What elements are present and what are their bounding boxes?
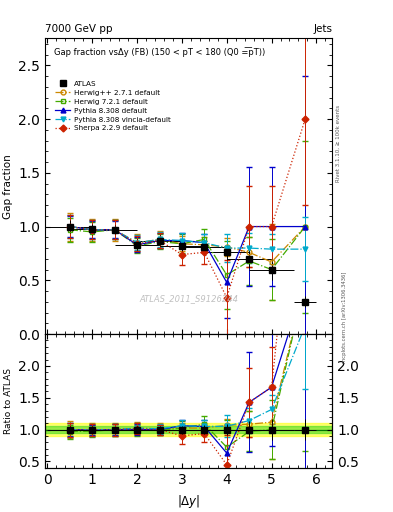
Text: Gap fraction vsΔy (FB) (150 < pT < 180 (Q0 =͞pT)): Gap fraction vsΔy (FB) (150 < pT < 180 (… <box>54 47 265 57</box>
Y-axis label: Gap fraction: Gap fraction <box>3 154 13 219</box>
Bar <box>45 426 332 433</box>
Bar <box>45 423 332 436</box>
X-axis label: $|\Delta y|$: $|\Delta y|$ <box>177 493 200 510</box>
Text: Rivet 3.1.10, ≥ 100k events: Rivet 3.1.10, ≥ 100k events <box>336 105 341 182</box>
Text: 7000 GeV pp: 7000 GeV pp <box>45 24 113 34</box>
Legend: ATLAS, Herwig++ 2.7.1 default, Herwig 7.2.1 default, Pythia 8.308 default, Pythi: ATLAS, Herwig++ 2.7.1 default, Herwig 7.… <box>51 77 174 134</box>
Text: Jets: Jets <box>313 24 332 34</box>
Text: mcplots.cern.ch [arXiv:1306.3436]: mcplots.cern.ch [arXiv:1306.3436] <box>342 272 347 363</box>
Y-axis label: Ratio to ATLAS: Ratio to ATLAS <box>4 368 13 434</box>
Text: ATLAS_2011_S9126244: ATLAS_2011_S9126244 <box>139 294 238 303</box>
